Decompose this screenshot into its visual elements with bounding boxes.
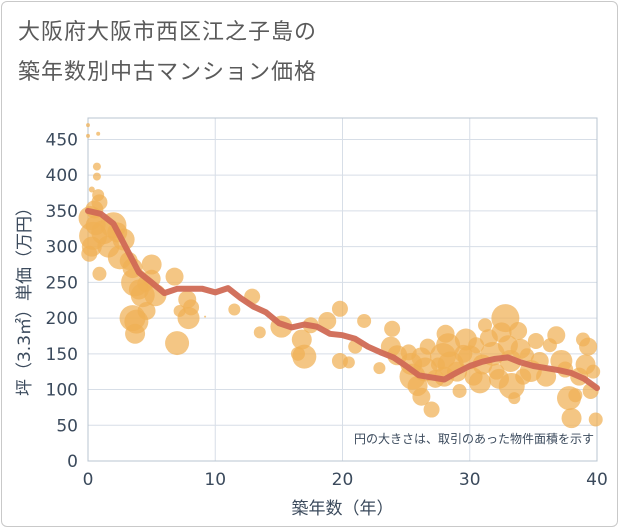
data-point xyxy=(92,266,107,281)
data-point xyxy=(292,344,317,369)
data-point xyxy=(547,326,566,345)
data-point xyxy=(86,123,90,128)
data-point xyxy=(478,318,493,333)
trend-line xyxy=(85,207,600,392)
y-tick-label: 350 xyxy=(46,202,78,222)
data-point xyxy=(588,412,603,427)
data-point xyxy=(204,315,207,318)
data-point xyxy=(331,300,348,317)
y-tick-label: 250 xyxy=(46,273,78,293)
data-points xyxy=(78,123,603,429)
data-point xyxy=(586,364,601,379)
data-point xyxy=(527,332,544,349)
size-annotation: 円の大きさは、取引のあった物件面積を示す xyxy=(354,431,594,446)
data-point xyxy=(520,348,535,363)
data-point xyxy=(561,408,582,429)
data-point xyxy=(165,331,190,356)
x-tick-label: 0 xyxy=(83,470,94,490)
y-axis-label: 坪（3.3㎡）単価（万円） xyxy=(15,199,35,396)
data-point xyxy=(253,326,266,339)
data-point xyxy=(165,267,184,286)
data-point xyxy=(291,329,312,350)
axis-ticks: 0 50 100 150 200 250 300 350 400 450 0 10 20 30 40 xyxy=(46,130,608,490)
chart-title-line1: 大阪府大阪市西区江之子島の xyxy=(18,20,318,45)
data-point xyxy=(81,245,98,262)
y-tick-label: 150 xyxy=(46,345,78,365)
data-point xyxy=(568,388,583,403)
data-point xyxy=(468,371,491,394)
data-point xyxy=(384,320,401,337)
data-point xyxy=(508,392,521,405)
y-tick-label: 100 xyxy=(46,381,78,401)
data-point xyxy=(86,133,90,138)
data-point xyxy=(125,323,146,344)
data-point xyxy=(412,387,431,406)
data-point xyxy=(579,337,598,356)
data-point xyxy=(509,321,528,340)
x-tick-label: 40 xyxy=(586,470,608,490)
plot-border xyxy=(87,117,598,462)
data-point xyxy=(468,337,485,354)
x-tick-label: 10 xyxy=(204,470,226,490)
data-point xyxy=(92,162,101,171)
y-tick-label: 50 xyxy=(56,416,78,436)
x-axis-label: 築年数（年） xyxy=(292,499,394,519)
data-point xyxy=(357,313,372,328)
y-tick-label: 200 xyxy=(46,309,78,329)
data-point xyxy=(137,301,156,320)
x-tick-label: 30 xyxy=(459,470,481,490)
data-point xyxy=(342,356,355,369)
data-point xyxy=(88,186,95,193)
data-point xyxy=(452,383,467,398)
chart-title-line2: 築年数別中古マンション価格 xyxy=(18,60,318,85)
data-point xyxy=(141,254,162,275)
y-tick-label: 450 xyxy=(46,130,78,150)
y-tick-label: 0 xyxy=(67,452,78,472)
x-tick-label: 20 xyxy=(332,470,354,490)
y-tick-label: 300 xyxy=(46,238,78,258)
data-point xyxy=(423,401,440,418)
data-point xyxy=(96,131,101,136)
data-point xyxy=(183,299,200,316)
data-point xyxy=(92,172,101,181)
y-tick-label: 400 xyxy=(46,166,78,186)
data-point xyxy=(228,303,241,316)
data-point xyxy=(436,333,461,358)
data-point xyxy=(373,362,386,375)
data-point xyxy=(318,311,337,330)
